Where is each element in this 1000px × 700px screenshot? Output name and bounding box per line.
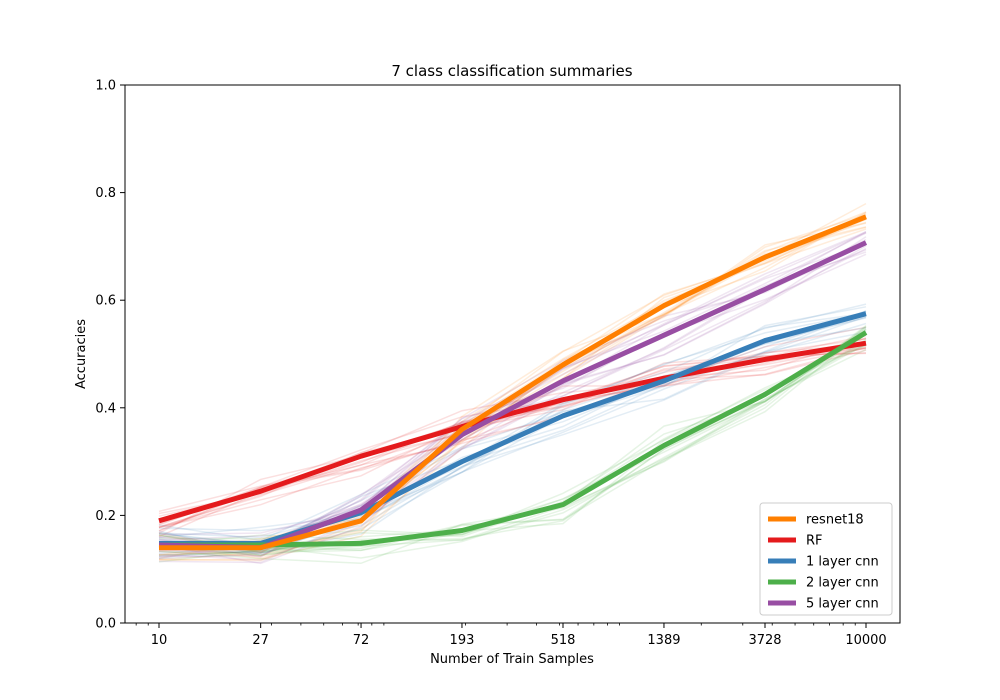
legend: resnet18 RF 1 layer cnn 2 layer cnn 5 layer … [759, 502, 893, 616]
series-line-RF [158, 340, 867, 524]
y-tick-label: 1.0 [95, 79, 116, 94]
x-tick-label: 3728 [748, 633, 781, 648]
legend-label: resnet18 [806, 513, 864, 528]
x-tick-label: 10000 [845, 633, 886, 648]
replicate-line [158, 315, 867, 539]
legend-box [759, 502, 893, 616]
replicate-line [158, 340, 867, 550]
plot-area [158, 202, 868, 565]
replicate-line [158, 337, 867, 529]
replicate-line [158, 345, 867, 529]
y-tick-label: 0.8 [95, 186, 116, 201]
replicate-line [158, 346, 867, 529]
replicate-line [158, 333, 867, 563]
legend-label: RF [806, 534, 823, 549]
replicate-line [158, 312, 867, 554]
y-tick-label: 0.6 [95, 294, 116, 309]
x-tick-label: 10 [151, 633, 168, 648]
series-line-1-layer-cnn [159, 311, 867, 546]
chart-title: 7 class classification summaries [391, 62, 632, 80]
replicate-line [158, 343, 867, 552]
y-axis-ticks: 0.0 0.2 0.4 0.6 0.8 1.0 [95, 79, 125, 632]
legend-label: 1 layer cnn [806, 555, 879, 570]
replicate-line [158, 211, 867, 561]
legend-label: 2 layer cnn [806, 576, 879, 591]
x-axis-label: Number of Train Samples [430, 652, 594, 667]
y-tick-label: 0.4 [95, 401, 116, 416]
y-tick-label: 0.2 [95, 509, 116, 524]
y-axis-label: Accuracies [74, 319, 89, 389]
x-tick-label: 72 [353, 633, 370, 648]
replicate-line [158, 325, 867, 557]
x-tick-label: 193 [450, 633, 475, 648]
axes-frame [124, 84, 901, 624]
x-tick-label: 518 [551, 633, 576, 648]
replicate-line [158, 352, 867, 528]
replicate-line [158, 247, 867, 561]
replicate-line [158, 310, 867, 560]
replicate-line [158, 222, 867, 557]
replicate-line [158, 232, 867, 541]
x-axis-ticks: 10 27 72 193 518 1389 3728 10000 [135, 623, 887, 648]
replicate-line [158, 348, 867, 559]
series-line-resnet18 [159, 214, 867, 551]
y-tick-label: 0.0 [95, 617, 116, 632]
replicate-line [158, 328, 867, 556]
legend-label: 5 layer cnn [806, 597, 879, 612]
x-tick-label: 27 [252, 633, 269, 648]
x-tick-label: 1389 [647, 633, 680, 648]
